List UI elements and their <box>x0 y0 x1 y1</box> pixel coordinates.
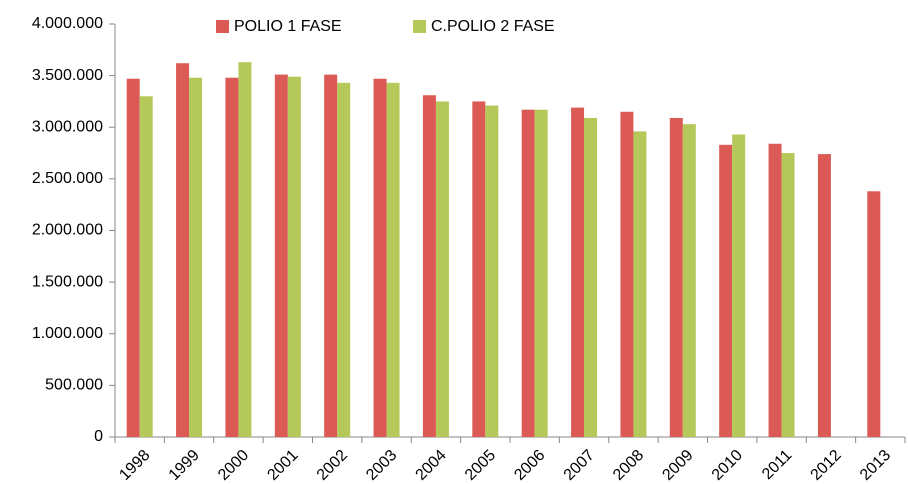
bar <box>225 77 239 437</box>
x-tick-label: 2006 <box>511 447 548 484</box>
bar <box>732 134 746 438</box>
bar <box>472 101 486 437</box>
bar <box>534 109 548 437</box>
bar <box>521 109 535 437</box>
x-tick-label: 2013 <box>857 447 894 484</box>
x-tick-label: 2003 <box>363 447 400 484</box>
x-tick-label: 1999 <box>166 447 203 484</box>
y-tick-label: 500.000 <box>45 377 103 394</box>
x-tick-label: 1998 <box>116 447 153 484</box>
x-tick-label: 2009 <box>659 447 696 484</box>
legend-label: C.POLIO 2 FASE <box>431 18 555 35</box>
bar <box>867 191 881 437</box>
bar <box>435 101 449 437</box>
bar <box>337 82 351 437</box>
x-tick-label: 2004 <box>413 447 450 484</box>
y-tick-label: 1.000.000 <box>32 325 103 342</box>
y-tick-label: 4.000.000 <box>32 15 103 32</box>
y-tick-label: 0 <box>94 428 103 445</box>
y-tick-label: 1.500.000 <box>32 273 103 290</box>
bar <box>324 74 338 437</box>
legend-swatch <box>216 20 229 33</box>
legend-swatch <box>413 20 426 33</box>
bar <box>620 111 634 437</box>
bar <box>571 107 585 437</box>
x-tick-label: 2011 <box>759 447 795 483</box>
bar <box>584 117 598 438</box>
y-tick-label: 2.500.000 <box>32 170 103 187</box>
x-tick-label: 2005 <box>462 447 499 484</box>
bar <box>126 78 140 437</box>
y-tick-label: 2.000.000 <box>32 222 103 239</box>
bar <box>817 154 831 437</box>
bar <box>238 62 252 437</box>
x-tick-label: 2012 <box>808 447 845 484</box>
bar <box>274 74 288 437</box>
bar <box>485 105 499 437</box>
bar <box>719 144 733 438</box>
bar <box>176 63 190 438</box>
x-tick-label: 2007 <box>561 447 598 484</box>
bar <box>386 82 400 437</box>
x-tick-label: 2002 <box>314 447 351 484</box>
y-tick-label: 3.000.000 <box>32 118 103 135</box>
bar <box>422 95 436 438</box>
x-tick-label: 2001 <box>264 447 301 484</box>
bar <box>139 96 153 438</box>
bar <box>189 77 203 437</box>
bar <box>287 76 301 437</box>
bar <box>682 124 696 437</box>
x-tick-label: 2000 <box>215 447 252 484</box>
bar <box>781 153 795 437</box>
x-tick-label: 2010 <box>709 447 746 484</box>
x-tick-label: 2008 <box>610 447 647 484</box>
bar <box>768 143 782 437</box>
bar <box>633 131 647 437</box>
bar <box>669 117 683 438</box>
legend-label: POLIO 1 FASE <box>234 18 342 35</box>
bar <box>373 78 387 437</box>
y-tick-label: 3.500.000 <box>32 67 103 84</box>
